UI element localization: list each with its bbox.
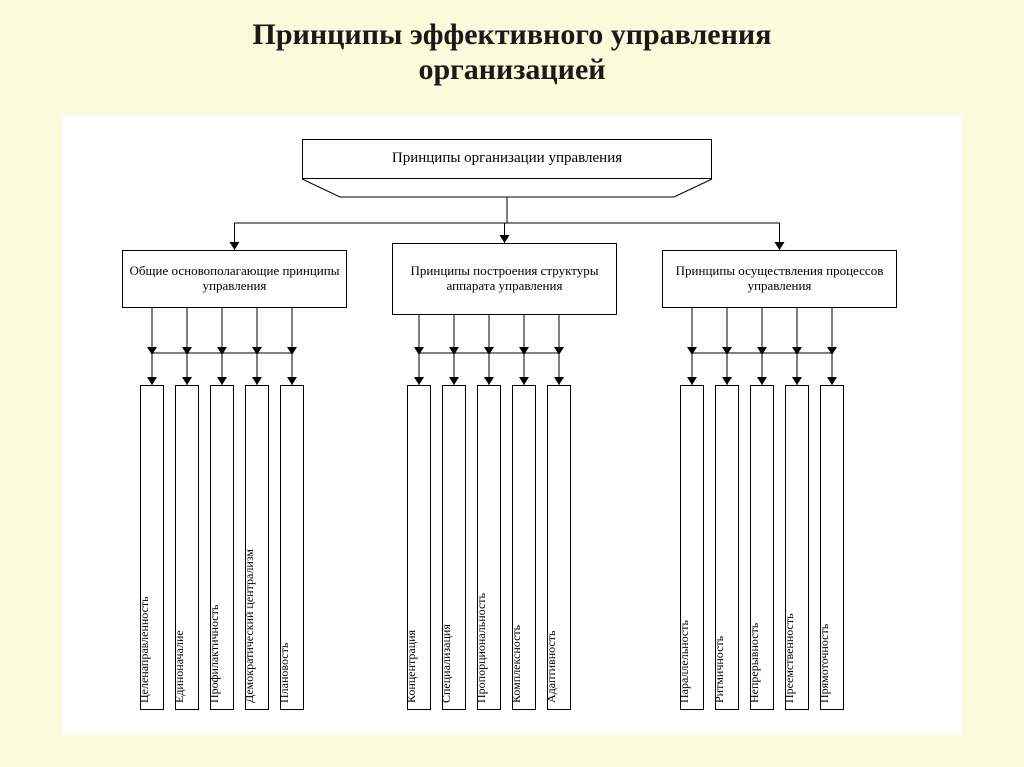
title-line-1: Принципы эффективного управления — [0, 18, 1024, 53]
sub2-box: Принципы построения структуры аппарата у… — [392, 243, 617, 315]
leaf-label: Специализация — [439, 624, 454, 703]
leaf-2-4: Прямоточность — [820, 385, 844, 710]
leaf-2-3: Преемственность — [785, 385, 809, 710]
leaf-1-4: Адаптивность — [547, 385, 571, 710]
leaf-0-4: Плановость — [280, 385, 304, 710]
page-title: Принципы эффективного управления организ… — [0, 0, 1024, 87]
leaf-1-0: Концентрация — [407, 385, 431, 710]
leaf-0-3: Демократический централизм — [245, 385, 269, 710]
leaf-2-2: Непрерывность — [750, 385, 774, 710]
leaf-label: Демократический централизм — [242, 549, 257, 703]
leaf-2-1: Ритмичность — [715, 385, 739, 710]
leaf-label: Параллельность — [677, 620, 692, 703]
diagram-canvas: Принципы организации управления Общие осн… — [62, 115, 962, 735]
page: Принципы эффективного управления организ… — [0, 0, 1024, 767]
leaf-label: Единоначалие — [172, 630, 187, 703]
leaf-label: Профилактичность — [207, 605, 222, 703]
leaf-label: Преемственность — [782, 613, 797, 703]
leaf-label: Комплексность — [509, 625, 524, 703]
leaf-1-1: Специализация — [442, 385, 466, 710]
leaf-label: Прямоточность — [817, 624, 832, 703]
leaf-label: Ритмичность — [712, 636, 727, 703]
leaf-label: Пропорциональность — [474, 593, 489, 703]
title-line-2: организацией — [0, 53, 1024, 88]
leaf-0-1: Единоначалие — [175, 385, 199, 710]
leaf-label: Целенаправленность — [137, 596, 152, 703]
sub1-box: Общие основополагающие принципы управлен… — [122, 250, 347, 308]
leaf-1-2: Пропорциональность — [477, 385, 501, 710]
leaf-0-2: Профилактичность — [210, 385, 234, 710]
leaf-0-0: Целенаправленность — [140, 385, 164, 710]
leaf-label: Непрерывность — [747, 623, 762, 703]
leaf-label: Концентрация — [404, 630, 419, 703]
leaf-label: Плановость — [277, 643, 292, 703]
leaf-1-3: Комплексность — [512, 385, 536, 710]
leaf-label: Адаптивность — [544, 631, 559, 703]
root-box: Принципы организации управления — [302, 139, 712, 179]
sub3-box: Принципы осуществления процессов управле… — [662, 250, 897, 308]
leaf-2-0: Параллельность — [680, 385, 704, 710]
